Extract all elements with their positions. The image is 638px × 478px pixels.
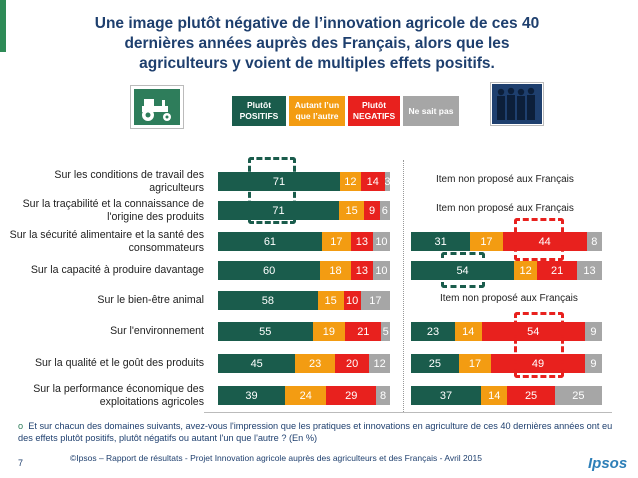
row-label: Sur l'environnement: [110, 325, 204, 337]
row-label: Sur le bien-être animal: [97, 294, 204, 306]
fr-row-7-neutral-segment: 14: [480, 386, 508, 405]
agri-row-6-negative-segment: 20: [334, 354, 370, 373]
highlight-box-fr-env: [514, 312, 564, 378]
legend-positive: Plutôt POSITIFS: [232, 96, 286, 126]
fr-row-6-neutral-segment: 17: [458, 354, 492, 373]
fr-row-2-nsp-segment: 8: [586, 232, 602, 251]
agri-row-1-bar: 71 15 9 6: [218, 201, 390, 220]
fr-row-2-neutral-segment: 17: [470, 232, 503, 251]
agri-row-6-neutral-segment: 23: [295, 354, 335, 373]
fr-row-2-bar: 31 17 44 8: [411, 232, 602, 251]
people-icon-box: [490, 82, 544, 126]
people-group-icon: [492, 84, 542, 124]
row-label: Sur la capacité à produire davantage: [30, 264, 204, 276]
agri-row-5-nsp-segment: 5: [381, 322, 390, 341]
agri-row-2-neutral-segment: 17: [321, 232, 351, 251]
agri-row-6-nsp-segment: 12: [369, 354, 390, 373]
fr-row-3-negative-segment: 21: [537, 261, 578, 280]
agri-row-0-negative-segment: 14: [360, 172, 385, 191]
agri-row-3-nsp-segment: 10: [372, 261, 390, 280]
column-divider: [403, 160, 404, 412]
fr-row-2-positive-segment: 31: [411, 232, 471, 251]
row-label: Sur la sécurité alimentaire et la santé …: [9, 229, 204, 254]
fr-row-3-neutral-segment: 12: [514, 261, 538, 280]
fr-row-7-negative-segment: 25: [507, 386, 555, 405]
fr-row-6-nsp-segment: 9: [584, 354, 602, 373]
agri-row-5-negative-segment: 21: [345, 322, 382, 341]
row-label: Sur les conditions de travail des agricu…: [54, 169, 204, 194]
highlight-box-agri: [248, 157, 296, 224]
tractor-icon-box: [130, 85, 184, 129]
fr-row-5-positive-segment: 23: [411, 322, 455, 341]
ipsos-logo: Ipsos: [588, 455, 628, 472]
agri-row-1-neutral-segment: 15: [338, 201, 365, 220]
agri-row-1-nsp-segment: 6: [379, 201, 390, 220]
not-proposed-note: Item non proposé aux Français: [436, 174, 574, 185]
row-label: Sur la performance économique des exploi…: [33, 383, 204, 408]
fr-row-2-negative-segment: 44: [502, 232, 587, 251]
bottom-rule: [204, 412, 612, 413]
fr-row-5-nsp-segment: 9: [584, 322, 602, 341]
agri-row-1-negative-segment: 9: [364, 201, 380, 220]
tractor-icon: [134, 89, 180, 125]
not-proposed-note: Item non proposé aux Français: [440, 293, 578, 304]
fr-row-5-bar: 23 14 54 9: [411, 322, 602, 341]
agri-row-2-negative-segment: 13: [350, 232, 373, 251]
fr-row-7-nsp-segment: 25: [554, 386, 602, 405]
fr-row-3-nsp-segment: 13: [577, 261, 602, 280]
highlight-box-fr-security: [514, 218, 564, 261]
legend: Plutôt POSITIFS Autant l’un que l’autre …: [232, 96, 459, 126]
agri-row-4-positive-segment: 58: [218, 291, 318, 310]
agri-row-3-positive-segment: 60: [218, 261, 321, 280]
agri-row-0-bar: 71 12 14 3: [218, 172, 390, 191]
footnote-bullet: o: [18, 421, 24, 431]
agri-row-0-nsp-segment: 3: [384, 172, 390, 191]
agri-row-2-positive-segment: 61: [218, 232, 322, 251]
accent-bar: [0, 0, 6, 52]
credit: ©Ipsos – Rapport de résultats - Projet I…: [70, 453, 482, 463]
agri-row-5-bar: 55 19 21 5: [218, 322, 390, 341]
row-label: Sur la qualité et le goût des produits: [34, 357, 204, 369]
fr-row-3-positive-segment: 54: [411, 261, 515, 280]
legend-negative: Plutôt NEGATIFS: [348, 96, 400, 126]
highlight-box-fr-capacity: [441, 252, 485, 288]
page-title: Une image plutôt négative de l’innovatio…: [94, 15, 540, 72]
agri-row-3-neutral-segment: 18: [320, 261, 351, 280]
agri-row-7-positive-segment: 39: [218, 386, 286, 405]
agri-row-5-neutral-segment: 19: [312, 322, 346, 341]
agri-row-4-nsp-segment: 17: [360, 291, 390, 310]
agri-row-3-negative-segment: 13: [350, 261, 373, 280]
agri-row-2-bar: 61 17 13 10: [218, 232, 390, 251]
agri-row-7-neutral-segment: 24: [285, 386, 327, 405]
page-number: 7: [18, 458, 24, 468]
agri-row-6-bar: 45 23 20 12: [218, 354, 390, 373]
agri-row-7-negative-segment: 29: [326, 386, 377, 405]
fr-row-6-positive-segment: 25: [411, 354, 459, 373]
agri-row-5-positive-segment: 55: [218, 322, 313, 341]
agri-row-0-neutral-segment: 12: [340, 172, 361, 191]
fr-row-6-bar: 25 17 49 9: [411, 354, 602, 373]
agri-row-6-positive-segment: 45: [218, 354, 296, 373]
legend-nsp: Ne sait pas: [403, 96, 459, 126]
agri-row-7-bar: 39 24 29 8: [218, 386, 390, 405]
legend-neutral: Autant l’un que l’autre: [289, 96, 345, 126]
fr-row-3-bar: 54 12 21 13: [411, 261, 602, 280]
agri-row-7-nsp-segment: 8: [376, 386, 390, 405]
fr-row-7-positive-segment: 37: [411, 386, 481, 405]
agri-row-4-neutral-segment: 15: [317, 291, 344, 310]
row-label: Sur la traçabilité et la connaissance de…: [22, 198, 204, 223]
not-proposed-note: Item non proposé aux Français: [436, 203, 574, 214]
footnote: o Et sur chacun des domaines suivants, a…: [18, 420, 628, 444]
agri-row-2-nsp-segment: 10: [372, 232, 390, 251]
agri-row-3-bar: 60 18 13 10: [218, 261, 390, 280]
fr-row-5-neutral-segment: 14: [454, 322, 482, 341]
fr-row-7-bar: 37 14 25 25: [411, 386, 602, 405]
fr-row-5-negative-segment: 54: [481, 322, 585, 341]
footnote-text: Et sur chacun des domaines suivants, ave…: [18, 421, 613, 443]
agri-row-4-negative-segment: 10: [343, 291, 361, 310]
agri-row-4-bar: 58 15 10 17: [218, 291, 390, 310]
